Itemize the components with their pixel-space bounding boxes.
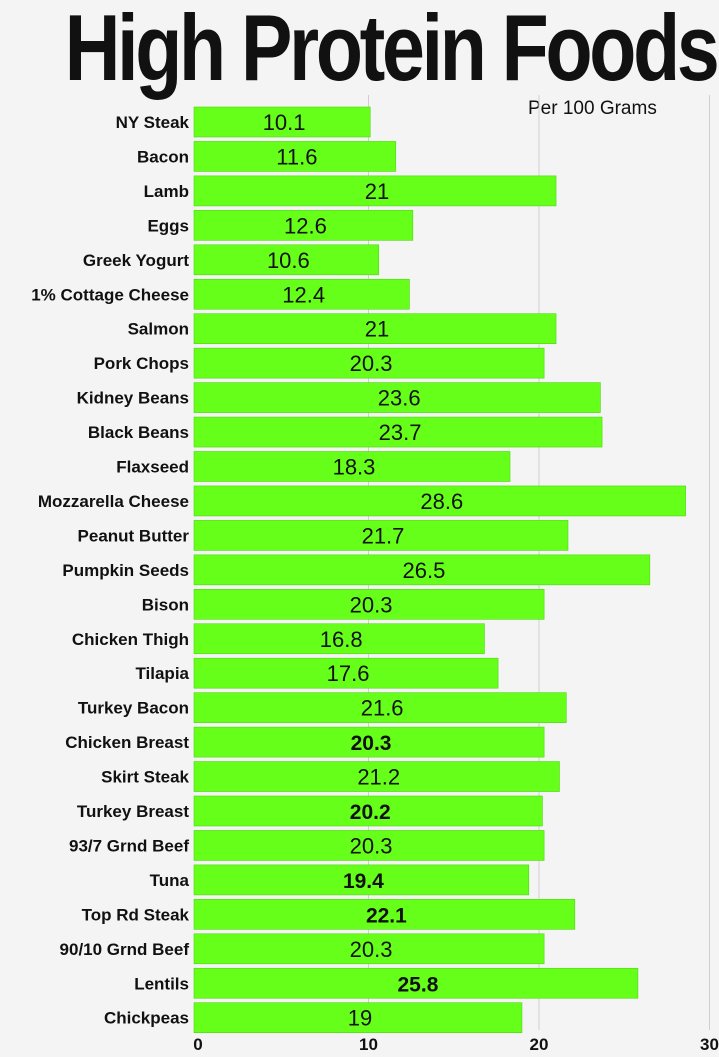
bar (193, 1002, 523, 1034)
data-label: 28.6 (420, 489, 463, 514)
data-label: 20.3 (351, 732, 392, 755)
bar (193, 520, 569, 551)
bar (193, 175, 557, 207)
x-tick-label: 10 (359, 1035, 378, 1054)
bar (193, 830, 545, 861)
category-label: Chicken Thigh (72, 630, 189, 649)
bar (193, 554, 651, 586)
data-label: 23.6 (378, 386, 421, 411)
data-label: 12.4 (282, 282, 325, 307)
data-label: 20.3 (350, 833, 393, 858)
bar (193, 210, 414, 241)
category-label: Flaxseed (116, 458, 189, 477)
data-label: 21 (365, 179, 389, 204)
category-label: Chickpeas (104, 1009, 189, 1028)
bar (193, 726, 545, 758)
category-label: Peanut Butter (78, 526, 190, 545)
x-tick-label: 30 (700, 1035, 719, 1054)
category-label: Pumpkin Seeds (62, 561, 189, 580)
data-label: 10.1 (263, 110, 306, 135)
category-label: Turkey Bacon (78, 699, 189, 718)
data-label: 20.3 (350, 592, 393, 617)
category-label: Lamb (144, 182, 189, 201)
category-label: Top Rd Steak (82, 905, 190, 924)
bar (193, 623, 485, 655)
bar (193, 761, 560, 792)
data-label: 17.6 (327, 661, 370, 686)
bar (193, 451, 511, 482)
bar (193, 244, 380, 276)
bar (193, 692, 567, 723)
category-label: Kidney Beans (77, 389, 189, 408)
category-label: Bison (142, 595, 189, 614)
bar (193, 864, 530, 896)
category-label: 1% Cottage Cheese (31, 285, 189, 304)
category-label: Tilapia (135, 664, 189, 683)
data-label: 21.7 (362, 523, 405, 548)
category-label: 93/7 Grnd Beef (69, 836, 189, 855)
data-label: 22.1 (366, 904, 407, 927)
data-label: 20.3 (350, 937, 393, 962)
data-label: 19.4 (343, 870, 384, 893)
data-label: 19 (348, 1006, 372, 1031)
x-tick-label: 20 (530, 1035, 549, 1054)
bar (193, 382, 601, 413)
bar (193, 416, 603, 448)
data-label: 21.2 (357, 765, 400, 790)
data-label: 20.3 (350, 351, 393, 376)
category-label: NY Steak (116, 113, 190, 132)
category-label: Chicken Breast (65, 733, 189, 752)
category-label: Greek Yogurt (83, 251, 189, 270)
chart-subtitle: Per 100 Grams (528, 98, 657, 119)
chart-title: High Protein Foods (64, 0, 719, 100)
bar (193, 347, 545, 379)
bar (193, 795, 543, 827)
data-label: 23.7 (379, 420, 422, 445)
data-label: 21 (365, 317, 389, 342)
category-label: Eggs (147, 216, 189, 235)
data-label: 25.8 (398, 973, 439, 996)
category-label: Salmon (128, 320, 189, 339)
bar (193, 485, 686, 517)
category-label: Pork Chops (94, 354, 189, 373)
category-label: Lentils (134, 974, 189, 993)
data-label: 21.6 (361, 696, 404, 721)
data-label: 11.6 (276, 144, 317, 169)
bar (193, 933, 545, 965)
data-label: 18.3 (333, 455, 376, 480)
bar (193, 588, 545, 620)
category-label: Mozzarella Cheese (38, 492, 189, 511)
bar (193, 967, 639, 999)
bar (193, 141, 397, 172)
data-label: 12.6 (284, 213, 327, 238)
data-label: 10.6 (267, 248, 310, 273)
category-label: Skirt Steak (101, 768, 189, 787)
bar (193, 278, 410, 310)
bar (193, 313, 557, 345)
category-label: Bacon (137, 147, 189, 166)
category-label: 90/10 Grnd Beef (60, 940, 190, 959)
category-label: Black Beans (88, 423, 189, 442)
bar (193, 899, 576, 930)
bar (193, 657, 499, 689)
category-label: Tuna (150, 871, 190, 890)
bar (193, 106, 371, 138)
data-label: 20.2 (350, 801, 391, 824)
data-label: 26.5 (402, 558, 445, 583)
x-tick-label: 0 (193, 1035, 202, 1054)
category-label: Turkey Breast (77, 802, 189, 821)
data-label: 16.8 (320, 627, 363, 652)
